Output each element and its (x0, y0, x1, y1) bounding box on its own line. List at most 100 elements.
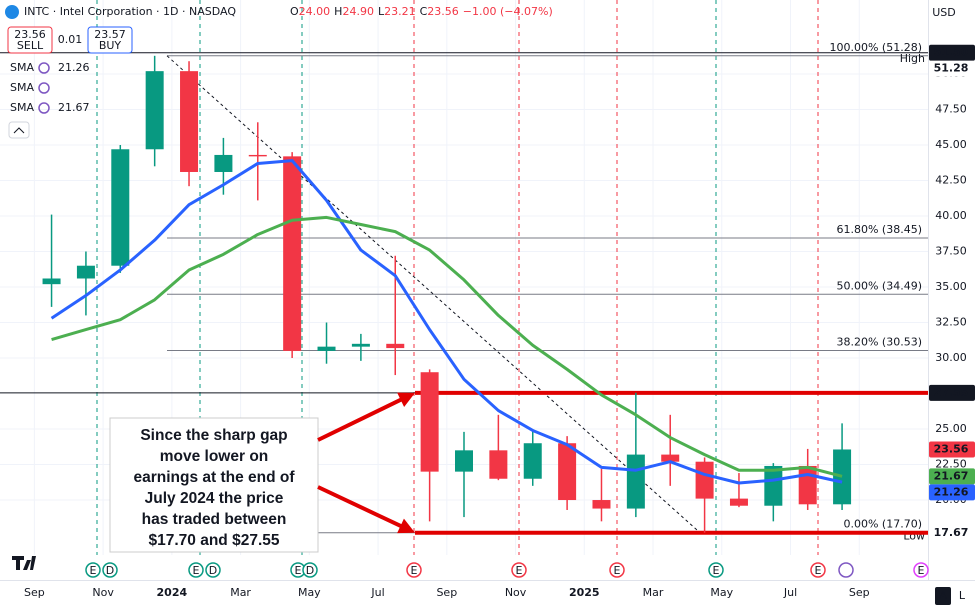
ohlc-value: 24.00 (299, 5, 331, 18)
ohlc-key: L (378, 5, 385, 18)
upcoming-event[interactable] (838, 562, 854, 578)
price-tag (929, 384, 975, 401)
x-tick-label: May (710, 586, 733, 599)
fib-label: 61.80% (38.45) (836, 223, 922, 236)
indicator-value: 21.67 (58, 101, 90, 114)
event-label: E (516, 564, 523, 577)
ohlc-key: O (290, 5, 299, 18)
price-tag (929, 60, 975, 77)
y-tick-label: 42.50 (935, 174, 967, 187)
x-tick-label: Jul (370, 586, 384, 599)
indicator-icon[interactable] (38, 82, 50, 94)
event-marker[interactable] (810, 562, 826, 578)
price-tag (929, 468, 975, 485)
ohlc-value: 23.56 (427, 5, 459, 18)
x-tick-label: 2024 (157, 586, 188, 599)
event-label: D (209, 564, 217, 577)
candle-body (695, 461, 714, 499)
event-label: E (411, 564, 418, 577)
x-tick-label: May (298, 586, 321, 599)
auto-button[interactable] (935, 587, 951, 605)
sma-line (51, 215, 843, 478)
candle-body (626, 454, 645, 509)
candle-body (420, 372, 439, 472)
event-label: D (306, 564, 314, 577)
annotation-line: July 2024 the price (145, 490, 284, 507)
candle-body (764, 465, 783, 506)
candle-body (111, 149, 130, 266)
y-tick-label: 45.00 (935, 138, 967, 151)
indicator-name: SMA (10, 81, 34, 94)
y-tick-label: 22.50 (935, 458, 967, 471)
y-tick-label: 35.00 (935, 280, 967, 293)
arrow-head (397, 392, 415, 408)
event-marker[interactable] (708, 562, 724, 578)
ohlc-key: H (334, 5, 342, 18)
candle-body (76, 265, 95, 279)
event-marker[interactable] (205, 562, 221, 578)
event-marker[interactable] (188, 562, 204, 578)
indicator-icon[interactable] (38, 102, 50, 114)
buy-price: 23.57 (94, 28, 126, 41)
logo (12, 556, 36, 570)
event-marker[interactable] (102, 562, 118, 578)
symbol: INTC · Intel Corporation · 1D · NASDAQ (24, 5, 236, 18)
event-label: E (193, 564, 200, 577)
candle-body (317, 346, 336, 351)
fib-label: 100.00% (51.28) (829, 41, 922, 54)
price-tag-label: 23.56 (934, 442, 969, 455)
event-marker[interactable] (913, 562, 929, 578)
candle-body (145, 71, 164, 150)
price-tag (929, 525, 975, 542)
annotation-line: Since the sharp gap (140, 427, 287, 444)
annotation-line: has traded between (142, 511, 287, 528)
event-marker[interactable] (609, 562, 625, 578)
candle-body (386, 343, 405, 349)
annotation-box (109, 417, 319, 553)
spread: 0.01 (58, 33, 83, 46)
log-label: L (959, 589, 966, 602)
annotation: Since the sharp gap move lower on earnings… (109, 392, 415, 553)
annotation-line: $17.70 and $27.55 (149, 532, 280, 549)
candle-body (283, 156, 302, 351)
x-tick-label: Mar (643, 586, 664, 599)
event-label: E (918, 564, 925, 577)
collapse-icon (13, 127, 25, 134)
x-tick-label: Jul (783, 586, 797, 599)
symbol-icon (5, 5, 19, 19)
annotation-arrow (317, 485, 407, 531)
event-marker[interactable] (511, 562, 527, 578)
ohlc-key: C (420, 5, 428, 18)
candle-body (248, 154, 267, 157)
buy-button[interactable] (87, 26, 133, 54)
ohlc: O24.00 H24.90 L23.21 C23.56 −1.00 (−4.07%) (290, 5, 553, 18)
event-label: E (713, 564, 720, 577)
buy-label: BUY (99, 39, 122, 52)
auto-label: A (939, 589, 947, 602)
price-tag-label: 51.28 (934, 62, 969, 75)
candle-body (489, 450, 508, 479)
price-tag (929, 44, 975, 61)
sell-button[interactable] (7, 26, 53, 54)
event-marker[interactable] (302, 562, 318, 578)
event-label: E (815, 564, 822, 577)
collapse-button[interactable] (8, 121, 30, 139)
x-tick-label: Nov (92, 586, 114, 599)
candle-body (558, 443, 577, 501)
annotation-line: earnings at the end of (133, 469, 295, 486)
arrow-head (397, 518, 415, 534)
candle-body (455, 450, 473, 472)
event-marker[interactable] (85, 562, 101, 578)
candle-body (798, 465, 817, 505)
ohlc-value: 23.21 (384, 5, 416, 18)
overlay: Since the sharp gap move lower on earnings… (5, 5, 553, 570)
y-tick-label: 25.00 (935, 422, 967, 435)
event-label: E (614, 564, 621, 577)
x-tick-label: 2025 (569, 586, 600, 599)
event-marker[interactable] (406, 562, 422, 578)
fib-label: 0.00% (17.70) (843, 518, 922, 531)
annotation-arrow (317, 395, 407, 442)
indicator-icon[interactable] (38, 62, 50, 74)
candle-body (214, 154, 233, 172)
y-tick-label: 47.50 (935, 102, 967, 115)
